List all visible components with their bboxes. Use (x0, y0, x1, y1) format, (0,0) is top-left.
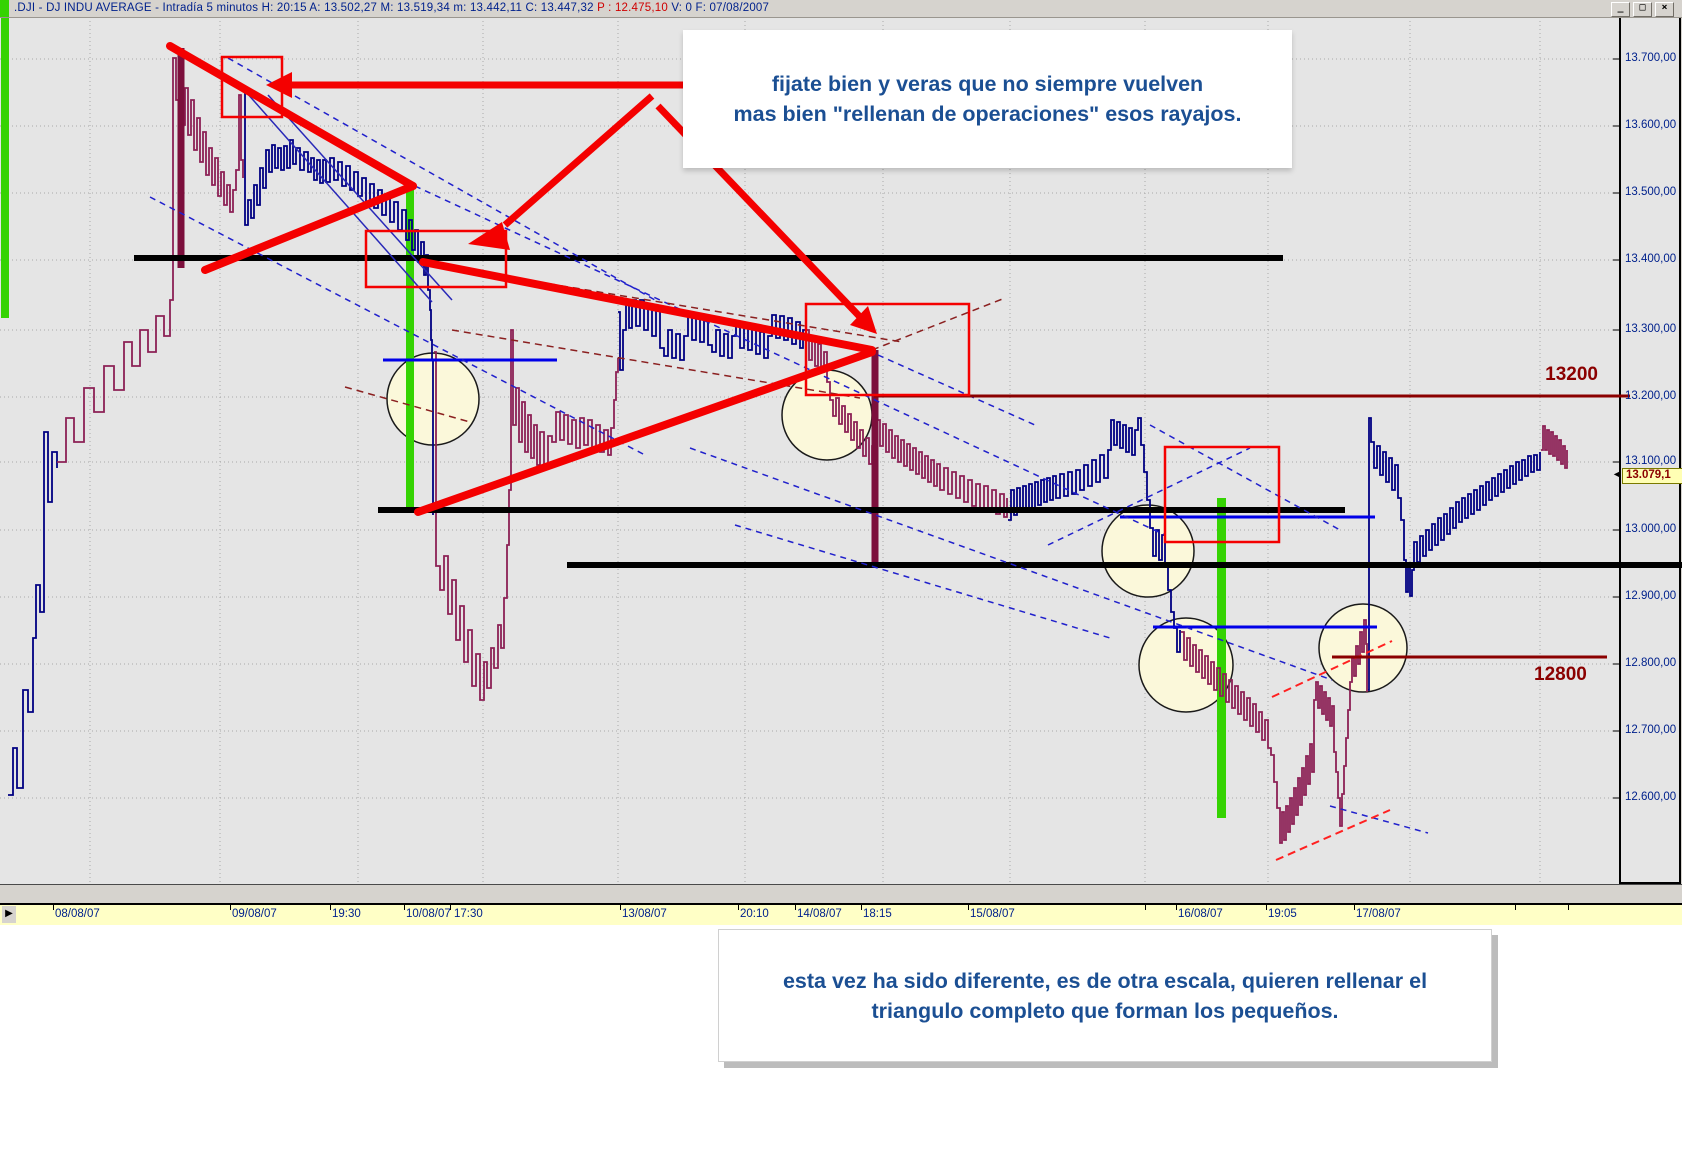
time-axis-tick (450, 904, 451, 910)
red-triangle-lines (166, 42, 876, 516)
time-axis-tick (861, 904, 862, 910)
time-axis-tick (1515, 904, 1516, 910)
time-axis-label: 14/08/07 (797, 908, 842, 920)
time-axis-label: 17/08/07 (1356, 908, 1401, 920)
price-axis-label: 13.400,00 (1625, 253, 1677, 265)
price-axis-label: 12.900,00 (1625, 590, 1677, 602)
time-axis-tick (330, 904, 331, 910)
time-axis-label: 10/08/07 17:30 (406, 908, 483, 920)
window-title: .DJI - DJ INDU AVERAGE - Intradía 5 minu… (14, 2, 770, 14)
price-axis-label: 12.800,00 (1625, 657, 1677, 669)
title-last-price: P : 12.475,10 (597, 2, 668, 14)
titlebar-green-strip (0, 0, 9, 17)
darkred-level-lines (874, 394, 1630, 659)
time-axis-label: 19:05 (1268, 908, 1297, 920)
level-label-12800: 12800 (1534, 664, 1587, 685)
time-axis-tick (1176, 904, 1177, 910)
blue-trend-lines (245, 91, 453, 303)
time-axis[interactable] (0, 903, 1682, 925)
time-axis-tick (1354, 904, 1355, 910)
price-axis-label: 13.700,00 (1625, 52, 1677, 64)
time-axis-tick (795, 904, 796, 910)
time-axis-label: 18:15 (863, 908, 892, 920)
time-axis-tick (1568, 904, 1569, 910)
time-axis-tick (968, 904, 969, 910)
price-axis-label: 12.600,00 (1625, 791, 1677, 803)
time-axis-label: 20:10 (740, 908, 769, 920)
price-axis-label: 13.300,00 (1625, 323, 1677, 335)
price-axis-label: 13.200,00 (1625, 390, 1677, 402)
chart-bottom-strip (0, 884, 1682, 904)
black-support-lines (134, 255, 1682, 568)
last-price-tag: 13.079,1 (1622, 468, 1682, 484)
time-axis-tick (230, 904, 231, 910)
blue-horizontal-lines (383, 358, 1377, 629)
time-axis-label: 19:30 (332, 908, 361, 920)
titlebar[interactable]: .DJI - DJ INDU AVERAGE - Intradía 5 minu… (0, 0, 1682, 18)
minimize-button[interactable]: _ (1611, 2, 1630, 17)
close-button[interactable]: × (1655, 2, 1674, 17)
last-price-arrow-icon: ◄ (1612, 469, 1621, 479)
red-dashed-lines (1271, 640, 1393, 861)
time-axis-tick (53, 904, 54, 910)
price-axis-label: 13.100,00 (1625, 455, 1677, 467)
price-axis-label: 13.600,00 (1625, 119, 1677, 131)
time-axis-scroll-button[interactable]: ▶ (2, 906, 16, 923)
time-axis-label: 16/08/07 (1178, 908, 1223, 920)
price-series (8, 57, 1568, 844)
time-axis-tick (620, 904, 621, 910)
time-axis-tick (1266, 904, 1267, 910)
red-annotation-rects (220, 55, 1281, 544)
time-axis-label: 09/08/07 (232, 908, 277, 920)
price-axis-pane (1613, 16, 1681, 884)
annotation-note-bottom: esta vez ha sido diferente, es de otra e… (718, 929, 1492, 1062)
green-marker-bars (1, 18, 1226, 818)
darkred-dashed-channels (344, 271, 1006, 423)
blue-dashed-channels (149, 57, 1429, 834)
annotation-note-top: fijate bien y veras que no siempre vuelv… (683, 30, 1292, 168)
time-axis-tick (404, 904, 405, 910)
time-axis-tick (1145, 904, 1146, 910)
price-axis-label: 12.700,00 (1625, 724, 1677, 736)
time-axis-label: 13/08/07 (622, 908, 667, 920)
price-axis-label: 13.500,00 (1625, 186, 1677, 198)
time-axis-tick (738, 904, 739, 910)
time-axis-label: 15/08/07 (970, 908, 1015, 920)
maximize-button[interactable]: □ (1633, 2, 1652, 17)
time-axis-label: 08/08/07 (55, 908, 100, 920)
level-label-13200: 13200 (1545, 364, 1598, 385)
session-open-markers (177, 48, 879, 565)
price-axis-label: 13.000,00 (1625, 523, 1677, 535)
chart-window: .DJI - DJ INDU AVERAGE - Intradía 5 minu… (0, 0, 1682, 925)
